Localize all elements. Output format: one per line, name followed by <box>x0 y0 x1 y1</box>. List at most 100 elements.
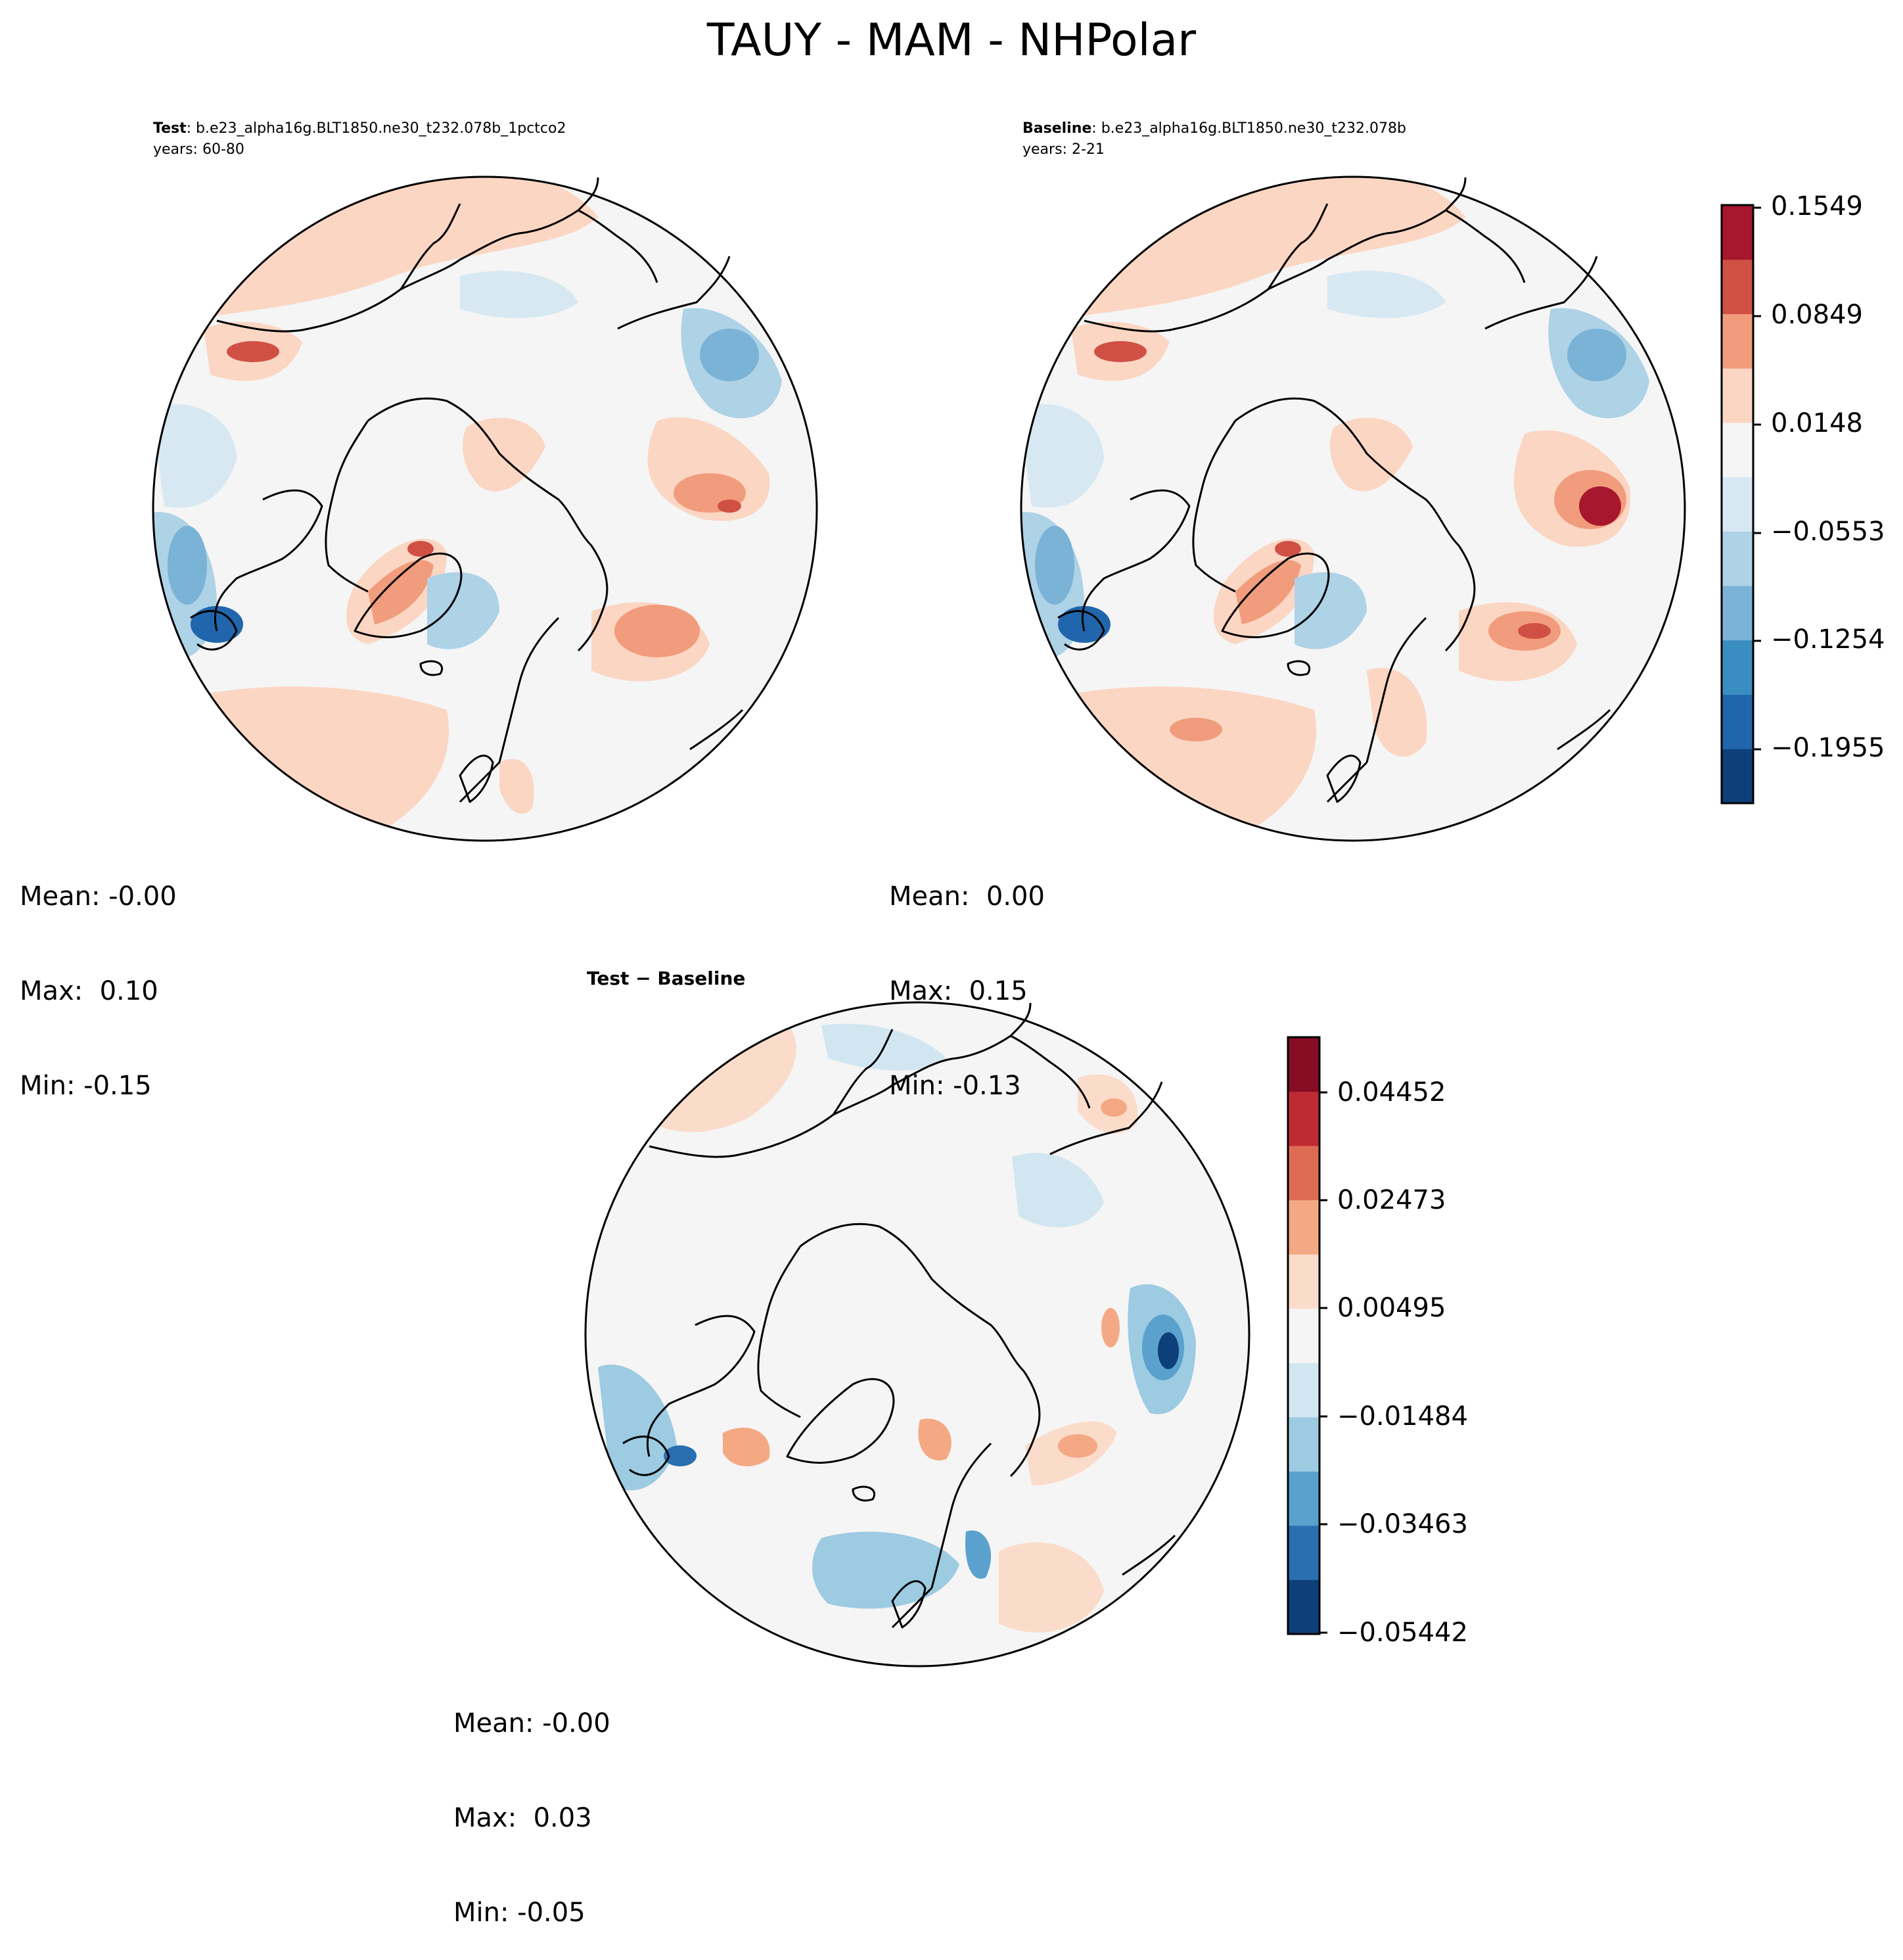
diff-colorbar-segment <box>1288 1091 1319 1146</box>
diff-pos-core-greenland <box>723 1428 770 1466</box>
test-label: Test <box>153 120 187 137</box>
test-pos-region-north <box>217 177 598 315</box>
diff-pos-core-siberia <box>1058 1434 1097 1458</box>
diff-neg-core-hudson <box>664 1445 697 1466</box>
test-mean: Mean: -0.00 <box>20 881 177 912</box>
test-pos-mid-greenland <box>368 560 434 624</box>
baseline-max: Max: 0.15 <box>889 976 1028 1006</box>
test-pos-region-center <box>463 417 545 492</box>
test-years: years: 60-80 <box>153 141 244 158</box>
diff-mean: Mean: -0.00 <box>453 1708 610 1738</box>
main-colorbar-tick-label: 0.0849 <box>1771 300 1863 330</box>
test-pos-core-greenland <box>407 541 434 557</box>
baseline-neg-mid-northeast <box>1567 329 1626 381</box>
diff-colorbar-segment <box>1288 1254 1319 1309</box>
baseline-years: years: 2-21 <box>1022 141 1105 158</box>
baseline-mean: Mean: 0.00 <box>889 881 1045 912</box>
baseline-pos-region-europe <box>1367 668 1427 757</box>
test-panel-title: Test: b.e23_alpha16g.BLT1850.ne30_t232.0… <box>153 120 566 138</box>
baseline-map <box>1020 175 1686 842</box>
baseline-pos-core-siberia <box>1518 623 1551 639</box>
test-pos-core-pacific <box>227 341 279 362</box>
main-colorbar-segment <box>1722 314 1753 369</box>
main-colorbar-segment <box>1722 640 1753 695</box>
baseline-pos-core-east <box>1579 486 1621 526</box>
test-min: Min: -0.15 <box>20 1071 152 1101</box>
main-colorbar-segment <box>1722 694 1753 749</box>
baseline-pos-mid-greenland <box>1235 560 1301 624</box>
test-neg-region-pole <box>460 271 578 318</box>
diff-colorbar-tick-label: 0.00495 <box>1337 1293 1446 1323</box>
main-colorbar-segment <box>1722 422 1753 478</box>
baseline-neg-region-pole <box>1327 271 1446 318</box>
diff-neg-region-atlantic <box>812 1531 959 1609</box>
figure-title: TAUY - MAM - NHPolar <box>706 14 1197 66</box>
test-case-name: : b.e23_alpha16g.BLT1850.ne30_t232.078b_… <box>186 120 566 137</box>
baseline-map-boundary <box>1020 175 1686 842</box>
diff-neg-region-northeast <box>1012 1152 1104 1228</box>
diff-map <box>584 1001 1250 1668</box>
diff-colorbar-segment <box>1288 1579 1319 1635</box>
diff-colorbar <box>1287 1036 1327 1635</box>
test-neg-region-labrador <box>427 572 499 649</box>
main-colorbar-segment <box>1722 477 1753 532</box>
main-colorbar-tick-label: 0.0148 <box>1771 408 1863 438</box>
diff-neg-core-east <box>1158 1332 1179 1369</box>
main-colorbar-tick-label: −0.0553 <box>1771 517 1885 547</box>
diff-colorbar-segment <box>1288 1146 1319 1201</box>
main-colorbar-segment <box>1722 749 1753 804</box>
main-colorbar-segment <box>1722 531 1753 586</box>
diff-colorbar-segment <box>1288 1308 1319 1363</box>
baseline-pos-core-greenland <box>1275 541 1301 557</box>
test-map <box>152 175 818 842</box>
diff-colorbar-segment <box>1288 1363 1319 1418</box>
main-colorbar <box>1720 204 1761 805</box>
test-neg-core-hudson <box>191 606 243 643</box>
diff-neg-core-scandinavia <box>965 1530 992 1579</box>
main-colorbar-segment <box>1722 586 1753 641</box>
main-colorbar-segment <box>1722 368 1753 423</box>
baseline-panel-title: Baseline: b.e23_alpha16g.BLT1850.ne30_t2… <box>1022 120 1406 138</box>
baseline-pos-mid-atlantic <box>1170 718 1222 741</box>
main-colorbar-tick-label: −0.1955 <box>1771 733 1885 763</box>
diff-pos-region-north <box>644 1025 796 1132</box>
diff-pos-core-northeast <box>1101 1098 1127 1117</box>
baseline-neg-region-labrador <box>1295 572 1367 649</box>
diff-min: Min: -0.05 <box>453 1898 585 1928</box>
baseline-case-name: : b.e23_alpha16g.BLT1850.ne30_t232.078b <box>1091 120 1406 137</box>
test-max: Max: 0.10 <box>20 976 158 1006</box>
diff-colorbar-tick-label: 0.04452 <box>1337 1077 1446 1108</box>
main-colorbar-tick-label: −0.1254 <box>1771 624 1885 655</box>
diff-map-boundary <box>584 1001 1250 1668</box>
main-colorbar-segment <box>1722 205 1753 260</box>
diff-colorbar-segment <box>1288 1200 1319 1255</box>
baseline-neg-core-hudson <box>1058 606 1111 643</box>
test-neg-mid-northeast <box>700 329 759 381</box>
diff-colorbar-segment <box>1288 1471 1319 1526</box>
diff-pos-region-east <box>999 1542 1104 1633</box>
baseline-label: Baseline <box>1022 120 1092 137</box>
diff-colorbar-tick-label: −0.01484 <box>1337 1401 1468 1432</box>
diff-colorbar-tick-label: −0.05442 <box>1337 1618 1468 1648</box>
baseline-stats: Mean: 0.00 Max: 0.15 Min: -0.13 <box>889 818 1045 1133</box>
diff-panel-title: Test − Baseline <box>587 968 746 989</box>
diff-colorbar-tick-label: 0.02473 <box>1337 1185 1446 1215</box>
test-stats: Mean: -0.00 Max: 0.10 Min: -0.15 <box>20 818 177 1133</box>
maps-layer <box>152 175 1686 1668</box>
baseline-neg-region-west <box>1021 404 1104 508</box>
test-neg-mid-canada <box>168 526 207 605</box>
test-pos-core-east <box>718 500 741 513</box>
diff-pos-core-center <box>918 1418 952 1460</box>
diff-colorbar-frame <box>1287 1036 1321 1635</box>
main-colorbar-tick-label: 0.1549 <box>1771 191 1863 222</box>
test-map-boundary <box>152 175 818 842</box>
diff-colorbar-tick-label: −0.03463 <box>1337 1509 1468 1539</box>
baseline-min: Min: -0.13 <box>889 1071 1021 1101</box>
baseline-pos-core-pacific <box>1094 341 1147 362</box>
diff-pos-core-east <box>1101 1308 1120 1347</box>
test-pos-mid-siberia <box>614 605 700 657</box>
baseline-pos-region-center <box>1330 417 1413 492</box>
diff-colorbar-segment <box>1288 1037 1319 1092</box>
diff-max: Max: 0.03 <box>453 1803 592 1833</box>
baseline-neg-mid-canada <box>1035 526 1074 605</box>
